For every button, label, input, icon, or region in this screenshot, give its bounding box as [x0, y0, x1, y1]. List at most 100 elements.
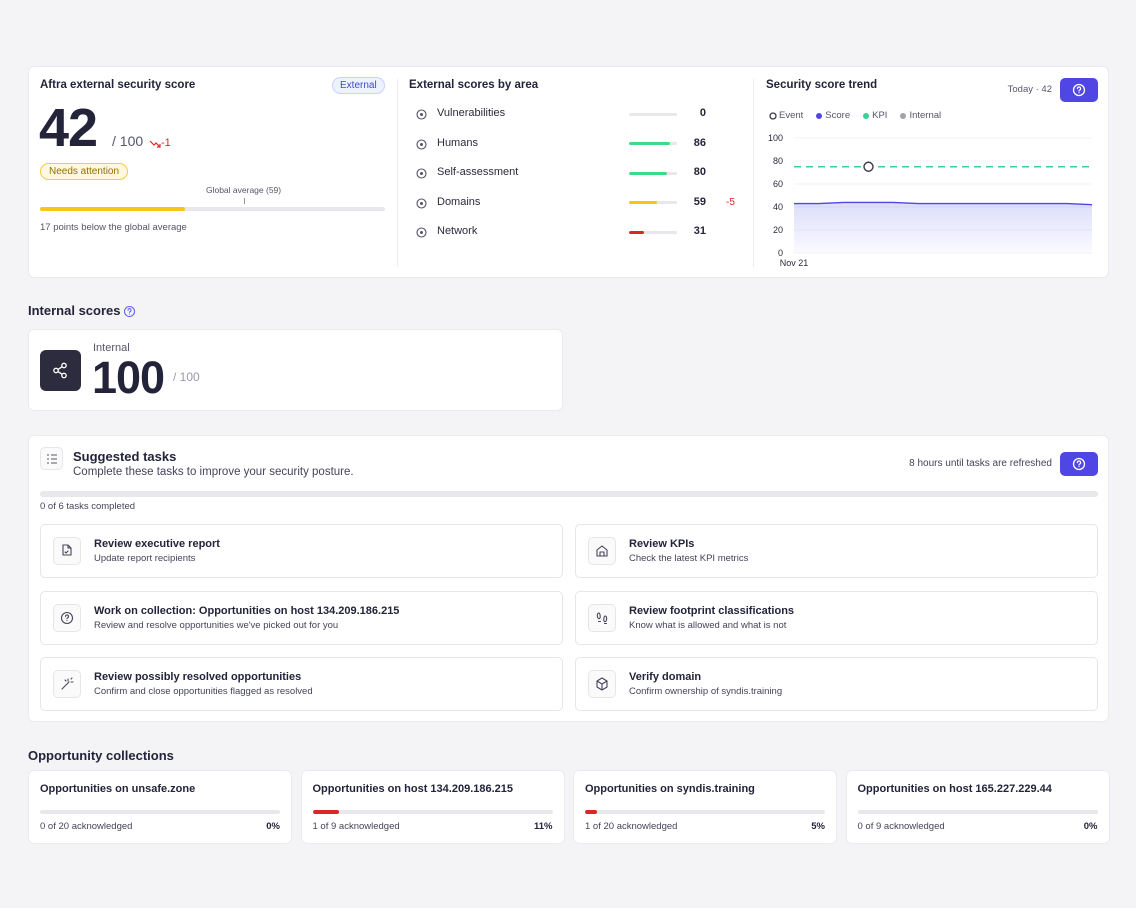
series-line — [794, 201, 1093, 206]
legend-dot — [769, 112, 777, 120]
y-tick-label: 20 — [773, 225, 783, 235]
tasks-track — [40, 491, 1098, 497]
glyph — [596, 611, 608, 624]
area-name: Network — [437, 225, 478, 238]
help-mark — [1076, 460, 1082, 468]
help-button[interactable] — [1060, 78, 1098, 102]
score-note: 17 points below the global average — [40, 222, 187, 233]
tasks-title: Suggested tasks — [73, 449, 177, 464]
y-tick-label: 100 — [768, 133, 783, 143]
icon-ring — [416, 198, 427, 209]
areas-title: External scores by area — [409, 79, 539, 91]
task-title: Review executive report — [94, 538, 220, 550]
area-name: Self-assessment — [437, 166, 519, 179]
task-item[interactable]: Verify domain Confirm ownership of syndis… — [575, 657, 1098, 711]
area-change: -5 — [726, 196, 735, 208]
external-badge: External — [332, 77, 385, 94]
task-glyph — [61, 677, 74, 690]
collection-acknowledged: 1 of 9 acknowledged — [312, 821, 400, 832]
icon-dot — [420, 142, 423, 146]
area-bar — [629, 142, 671, 146]
icon-ring — [416, 139, 427, 150]
collection-card[interactable]: Opportunities on unsafe.zone 0 of 20 ackn… — [28, 770, 292, 844]
glyph — [62, 544, 72, 556]
legend-dot — [900, 113, 907, 119]
help-mark — [1076, 86, 1082, 94]
node — [61, 372, 67, 379]
legend-marker — [900, 113, 907, 119]
collection-card[interactable]: Opportunities on syndis.training 1 of 20 … — [573, 770, 837, 844]
legend-label: KPI — [872, 110, 888, 121]
collection-bar — [585, 810, 597, 814]
task-description: Know what is allowed and what is not — [629, 619, 787, 631]
internal-heading: Internal scores — [28, 303, 121, 318]
task-title: Review possibly resolved opportunities — [94, 671, 302, 683]
icon-dot — [420, 231, 423, 235]
task-title: Work on collection: Opportunities on hos… — [94, 604, 400, 617]
collection-track — [585, 810, 825, 814]
global-average-marker — [243, 198, 245, 204]
area-bar — [629, 201, 658, 205]
collection-name: Opportunities on host 165.227.229.44 — [857, 783, 1052, 795]
area-track — [629, 112, 677, 116]
y-tick-label: 40 — [773, 202, 783, 212]
help-button[interactable] — [1060, 452, 1098, 476]
legend-marker — [816, 113, 823, 119]
status-pill: Needs attention — [40, 163, 129, 180]
area-name: Humans — [437, 136, 478, 149]
divider — [753, 79, 754, 267]
task-glyph — [62, 544, 72, 556]
trend-down-icon — [149, 140, 161, 148]
task-item[interactable]: Review KPIs Check the latest KPI metrics — [575, 524, 1098, 578]
task-item[interactable]: Review possibly resolved opportunities Co… — [40, 657, 563, 711]
task-glyph — [596, 677, 608, 691]
area-track — [629, 142, 677, 146]
glyph — [596, 545, 608, 557]
task-item[interactable]: Work on collection: Opportunities on hos… — [40, 590, 563, 645]
task-item[interactable]: Review executive report Update report rec… — [40, 524, 563, 578]
help-circle — [123, 305, 136, 318]
chart-subtitle: Today · 42 — [1007, 84, 1052, 95]
task-title: Review footprint classifications — [629, 604, 795, 617]
y-tick-label: 60 — [773, 179, 783, 189]
internal-icon — [40, 350, 81, 391]
help-mark — [127, 308, 132, 315]
internal-score: 100 — [92, 352, 165, 403]
area-name: Vulnerabilities — [437, 107, 506, 119]
area-icon — [416, 227, 427, 238]
task-icon — [588, 670, 616, 698]
external-card: Aftra external security score External 42 /… — [28, 66, 1109, 278]
task-description: Review and resolve opportunities we've p… — [94, 619, 339, 631]
area-track — [629, 230, 677, 234]
icon-ring — [416, 109, 427, 120]
task-item[interactable]: Review footprint classifications Know wha… — [575, 590, 1098, 645]
trend-chart: 0 20 40 60 80 100 Nov 21 — [768, 133, 1093, 268]
legend-dot — [816, 113, 823, 119]
help-icon — [1072, 83, 1086, 97]
collection-track — [312, 810, 553, 814]
collection-card[interactable]: Opportunities on host 165.227.229.44 0 of… — [845, 770, 1110, 844]
legend-marker — [863, 113, 870, 119]
node — [61, 362, 67, 369]
event-marker — [863, 161, 874, 172]
task-description: Confirm ownership of syndis.training — [629, 686, 783, 697]
icon-dot — [420, 201, 423, 205]
area-icon — [416, 109, 427, 120]
area-icon — [416, 198, 427, 209]
list-icon — [47, 454, 57, 464]
glyph — [61, 677, 74, 690]
tasks-card: Suggested tasks Complete these tasks to i… — [28, 435, 1109, 722]
collection-percent: 0% — [266, 821, 280, 832]
y-tick-label: 80 — [773, 156, 783, 166]
score-change: -1 — [161, 137, 171, 149]
area-name: Domains — [437, 195, 481, 208]
lines — [47, 454, 57, 464]
task-glyph — [596, 545, 608, 557]
task-description: Update report recipients — [94, 553, 196, 564]
tasks-progress-label: 0 of 6 tasks completed — [40, 501, 136, 512]
collection-acknowledged: 1 of 20 acknowledged — [585, 821, 678, 832]
collection-card[interactable]: Opportunities on host 134.209.186.215 1 o… — [300, 770, 565, 844]
task-icon — [53, 670, 81, 698]
share-icon — [53, 362, 67, 379]
task-description: Confirm and close opportunities flagged … — [94, 686, 313, 697]
